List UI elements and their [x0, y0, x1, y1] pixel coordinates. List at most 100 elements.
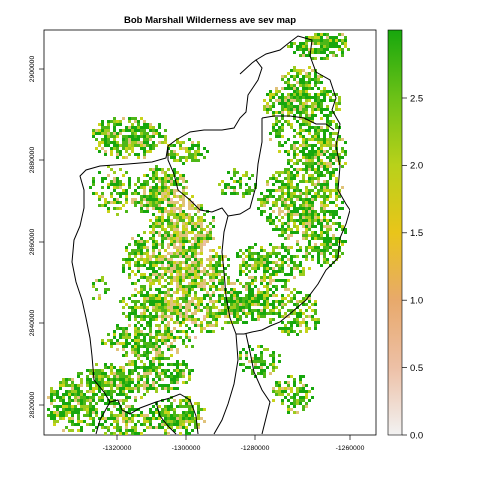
- raster-cell: [320, 42, 323, 45]
- raster-cell: [305, 189, 308, 192]
- raster-cell: [275, 279, 278, 282]
- raster-cell: [62, 399, 65, 402]
- raster-cell: [155, 222, 158, 225]
- raster-cell: [152, 144, 155, 147]
- y-tick-label: 2840000: [29, 310, 36, 337]
- raster-cell: [203, 237, 206, 240]
- raster-cell: [305, 219, 308, 222]
- raster-cell: [134, 240, 137, 243]
- raster-cell: [266, 195, 269, 198]
- raster-cell: [128, 429, 131, 432]
- raster-cell: [305, 384, 308, 387]
- raster-cell: [110, 366, 113, 369]
- raster-cell: [194, 156, 197, 159]
- raster-cell: [272, 210, 275, 213]
- raster-cell: [149, 345, 152, 348]
- raster-cell: [221, 288, 224, 291]
- raster-cell: [110, 180, 113, 183]
- raster-cell: [203, 282, 206, 285]
- raster-cell: [257, 300, 260, 303]
- raster-cell: [212, 237, 215, 240]
- raster-cell: [176, 372, 179, 375]
- raster-cell: [161, 237, 164, 240]
- raster-cell: [242, 174, 245, 177]
- raster-cell: [152, 252, 155, 255]
- raster-cell: [269, 303, 272, 306]
- raster-cell: [290, 261, 293, 264]
- raster-cell: [149, 276, 152, 279]
- raster-cell: [305, 111, 308, 114]
- raster-cell: [98, 390, 101, 393]
- raster-cell: [269, 321, 272, 324]
- raster-cell: [329, 90, 332, 93]
- raster-cell: [293, 105, 296, 108]
- raster-cell: [164, 411, 167, 414]
- raster-cell: [131, 306, 134, 309]
- raster-cell: [314, 132, 317, 135]
- raster-cell: [275, 255, 278, 258]
- raster-cell: [149, 135, 152, 138]
- raster-cell: [281, 93, 284, 96]
- raster-cell: [251, 279, 254, 282]
- raster-cell: [323, 252, 326, 255]
- raster-cell: [125, 129, 128, 132]
- raster-cell: [113, 342, 116, 345]
- raster-cell: [146, 246, 149, 249]
- raster-cell: [338, 39, 341, 42]
- raster-cell: [182, 342, 185, 345]
- raster-cell: [338, 249, 341, 252]
- raster-cell: [305, 396, 308, 399]
- raster-cell: [335, 186, 338, 189]
- raster-cell: [173, 255, 176, 258]
- raster-cell: [317, 87, 320, 90]
- raster-cell: [269, 105, 272, 108]
- raster-cell: [122, 345, 125, 348]
- raster-cell: [56, 405, 59, 408]
- raster-cell: [110, 411, 113, 414]
- raster-cell: [113, 147, 116, 150]
- raster-cell: [143, 294, 146, 297]
- raster-cell: [320, 117, 323, 120]
- raster-cell: [107, 120, 110, 123]
- raster-cell: [341, 39, 344, 42]
- raster-cell: [245, 294, 248, 297]
- raster-cell: [323, 135, 326, 138]
- raster-cell: [251, 372, 254, 375]
- raster-cell: [248, 252, 251, 255]
- raster-cell: [128, 381, 131, 384]
- raster-cell: [293, 147, 296, 150]
- raster-cell: [311, 213, 314, 216]
- raster-cell: [137, 351, 140, 354]
- raster-cell: [161, 378, 164, 381]
- raster-cell: [317, 237, 320, 240]
- raster-cell: [257, 357, 260, 360]
- raster-cell: [104, 375, 107, 378]
- y-tick-label: 2880000: [29, 147, 36, 174]
- raster-cell: [98, 297, 101, 300]
- raster-cell: [293, 141, 296, 144]
- raster-cell: [131, 390, 134, 393]
- raster-cell: [182, 240, 185, 243]
- raster-cell: [296, 240, 299, 243]
- raster-cell: [239, 351, 242, 354]
- raster-cell: [311, 396, 314, 399]
- raster-cell: [293, 66, 296, 69]
- raster-cell: [239, 180, 242, 183]
- raster-cell: [287, 219, 290, 222]
- raster-cell: [128, 405, 131, 408]
- raster-cell: [251, 369, 254, 372]
- raster-cell: [275, 264, 278, 267]
- raster-cell: [272, 96, 275, 99]
- raster-cell: [317, 321, 320, 324]
- raster-cell: [188, 288, 191, 291]
- raster-cell: [302, 207, 305, 210]
- raster-cell: [254, 354, 257, 357]
- raster-cell: [317, 255, 320, 258]
- raster-cell: [155, 342, 158, 345]
- raster-cell: [167, 210, 170, 213]
- raster-cell: [179, 237, 182, 240]
- raster-cell: [77, 387, 80, 390]
- raster-cell: [170, 144, 173, 147]
- raster-cell: [98, 387, 101, 390]
- raster-cell: [149, 288, 152, 291]
